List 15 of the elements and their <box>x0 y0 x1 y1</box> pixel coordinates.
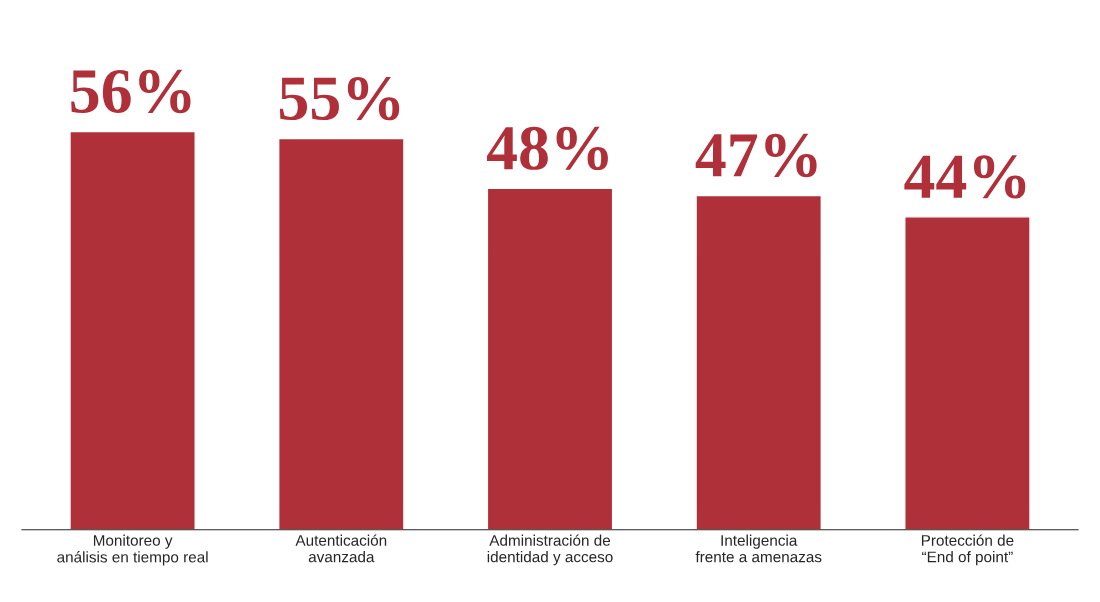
x-tick-label: Autenticación avanzada <box>295 534 387 563</box>
x-tick-label: Inteligencia frente a amenazas <box>695 534 822 563</box>
bar <box>69 130 196 530</box>
data-label: 44% <box>904 155 1026 199</box>
bar <box>486 187 614 530</box>
bar <box>904 216 1031 530</box>
x-tick-label: Protección de “End of point” <box>921 534 1014 566</box>
data-label: 55% <box>279 76 400 121</box>
data-label: 56% <box>71 69 191 114</box>
x-tick-label: Administración de identidad y acceso <box>487 534 613 566</box>
bar <box>278 137 405 530</box>
bar <box>695 194 822 530</box>
data-label: 48% <box>486 126 608 171</box>
x-tick-label: Monitoreo y análisis en tiempo real <box>57 534 208 566</box>
data-label: 47% <box>695 133 817 178</box>
